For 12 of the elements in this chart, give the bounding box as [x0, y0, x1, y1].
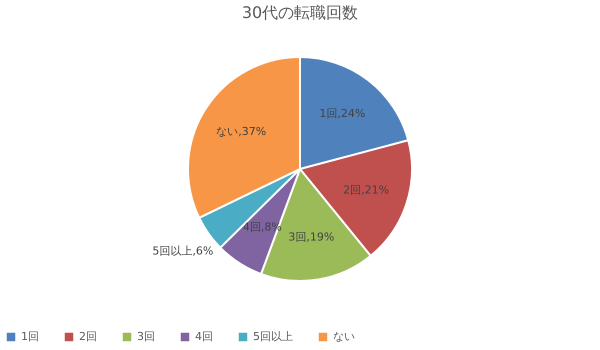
- legend-label: ない: [333, 330, 355, 343]
- legend-label: 4回: [195, 330, 213, 343]
- legend-label: 2回: [79, 330, 97, 343]
- data-label: 5回以上,6%: [152, 244, 214, 258]
- data-label: 2回,21%: [343, 183, 390, 196]
- legend-label: 3回: [137, 330, 155, 343]
- data-label: 3回,19%: [288, 230, 334, 244]
- data-label: 1回,24%: [319, 106, 366, 120]
- chart-title: 30代の転職回数: [242, 3, 358, 22]
- legend-label: 5回以上: [253, 330, 293, 343]
- legend-label: 1回: [21, 330, 39, 343]
- data-label: ない,37%: [216, 125, 266, 138]
